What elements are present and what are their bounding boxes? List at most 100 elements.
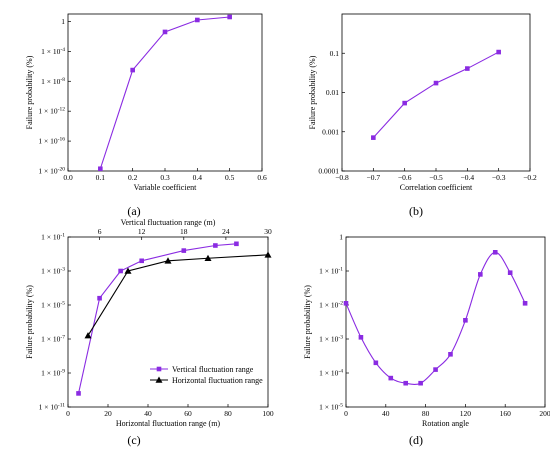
data-point <box>403 380 408 386</box>
data-point <box>264 251 272 258</box>
x-tick-label: 0.6 <box>257 173 267 182</box>
y-tick-label: 1 × 10-1 <box>319 267 343 276</box>
data-point <box>465 66 470 71</box>
data-point <box>164 257 172 264</box>
x-tick-label: −0.4 <box>461 173 475 182</box>
y-tick-label: 0.1 <box>330 49 340 58</box>
x-axis-label: Rotation angle <box>422 419 469 428</box>
plot-frame <box>345 236 546 408</box>
y-tick-label: 1 <box>61 17 65 26</box>
y-tick-label: 1 × 10-12 <box>38 107 65 116</box>
x2-tick-label: 6 <box>98 227 102 236</box>
data-point <box>433 367 438 372</box>
data-point <box>448 352 453 357</box>
data-point <box>98 166 103 172</box>
x-tick-label: 20 <box>104 409 112 418</box>
y-tick-label: 1 × 10-3 <box>41 267 65 276</box>
y-tick-label: 1 × 10-7 <box>41 335 65 344</box>
legend-label: Vertical fluctuation range <box>172 365 254 374</box>
data-point <box>118 268 123 274</box>
y-tick-label: 1 <box>339 233 343 242</box>
data-point <box>371 135 376 140</box>
data-point <box>418 380 423 386</box>
x-tick-label: 80 <box>224 409 232 418</box>
series-line-0 <box>345 251 526 385</box>
y-tick-label: 1 × 10-16 <box>38 137 65 146</box>
chart-panel-2 <box>67 236 272 408</box>
y-axis-label: Failure probability (%) <box>25 285 34 359</box>
data-point <box>84 332 92 339</box>
y-axis-label: Failure probability (%) <box>308 55 317 129</box>
x-tick-label: −0.8 <box>335 173 349 182</box>
data-point <box>343 301 349 306</box>
x-axis-label: Correlation coefficient <box>400 183 473 192</box>
legend-marker <box>155 376 163 383</box>
x-tick-label: 80 <box>422 409 430 418</box>
data-point <box>124 267 132 274</box>
y-tick-label: 1 × 10-11 <box>39 403 66 412</box>
y-tick-label: 0.0001 <box>318 167 339 176</box>
x-tick-label: 0.5 <box>225 173 235 182</box>
x-tick-label: −0.6 <box>398 173 412 182</box>
panel-label: (c) <box>127 433 140 447</box>
panel-label: (a) <box>127 204 140 218</box>
y-axis-label: Failure probability (%) <box>25 55 34 129</box>
x-tick-label: −0.3 <box>492 173 506 182</box>
data-point <box>213 243 218 248</box>
data-point <box>388 375 394 381</box>
x-tick-label: −0.7 <box>367 173 381 182</box>
y-tick-label: 1 × 10-4 <box>319 369 343 378</box>
panel-label: (b) <box>409 204 423 218</box>
x-tick-label: 120 <box>460 409 472 418</box>
x2-tick-label: 30 <box>264 227 272 236</box>
plot-frame <box>67 236 269 408</box>
x-tick-label: 100 <box>262 409 274 418</box>
y-tick-label: 1 × 10-1 <box>41 233 65 242</box>
y-tick-label: 1 × 10-9 <box>41 369 65 378</box>
data-point <box>402 100 407 106</box>
data-point <box>181 248 187 253</box>
x-axis-label: Horizontal fluctuation range (m) <box>116 419 221 428</box>
x2-axis-label: Vertical fluctuation range (m) <box>121 218 216 227</box>
series-line-0 <box>372 51 499 139</box>
data-point <box>139 258 144 264</box>
x-tick-label: 0 <box>344 409 348 418</box>
data-point <box>97 295 102 301</box>
y-tick-label: 1 × 10-2 <box>319 301 343 310</box>
x-tick-label: 0.3 <box>160 173 170 182</box>
y-axis-label: Failure probability (%) <box>303 285 312 359</box>
y-tick-label: 1 × 10-5 <box>319 403 343 412</box>
y-tick-label: 0.01 <box>326 88 339 97</box>
plot-frame <box>341 13 531 172</box>
x-tick-label: 0.0 <box>63 173 73 182</box>
panel-label: (d) <box>409 433 423 447</box>
data-point <box>234 241 239 247</box>
x-tick-label: 40 <box>144 409 152 418</box>
data-point <box>195 17 200 23</box>
y-tick-label: 0.001 <box>322 127 339 136</box>
legend-label: Horizontal fluctuation range <box>172 376 263 385</box>
x-tick-label: 0 <box>66 409 70 418</box>
y-tick-label: 1 × 10-20 <box>38 167 65 176</box>
x-axis-label: Variable coefficient <box>134 183 197 192</box>
data-point <box>522 301 528 306</box>
data-point <box>227 14 232 20</box>
legend-marker <box>156 366 162 372</box>
data-point <box>463 318 468 323</box>
data-point <box>204 254 212 262</box>
x2-tick-label: 12 <box>138 227 146 236</box>
x-tick-label: 0.4 <box>193 173 203 182</box>
plot-frame <box>67 13 263 172</box>
x-tick-label: 200 <box>539 409 550 418</box>
x-tick-label: 0.2 <box>128 173 138 182</box>
x-tick-label: 160 <box>500 409 512 418</box>
data-point <box>433 80 439 86</box>
chart-panel-3 <box>343 236 546 408</box>
series-line-0 <box>99 16 230 169</box>
x-tick-label: −0.5 <box>429 173 443 182</box>
chart-panel-0 <box>67 13 263 172</box>
data-point <box>492 250 498 255</box>
data-point <box>162 29 168 35</box>
x-tick-label: 60 <box>184 409 192 418</box>
